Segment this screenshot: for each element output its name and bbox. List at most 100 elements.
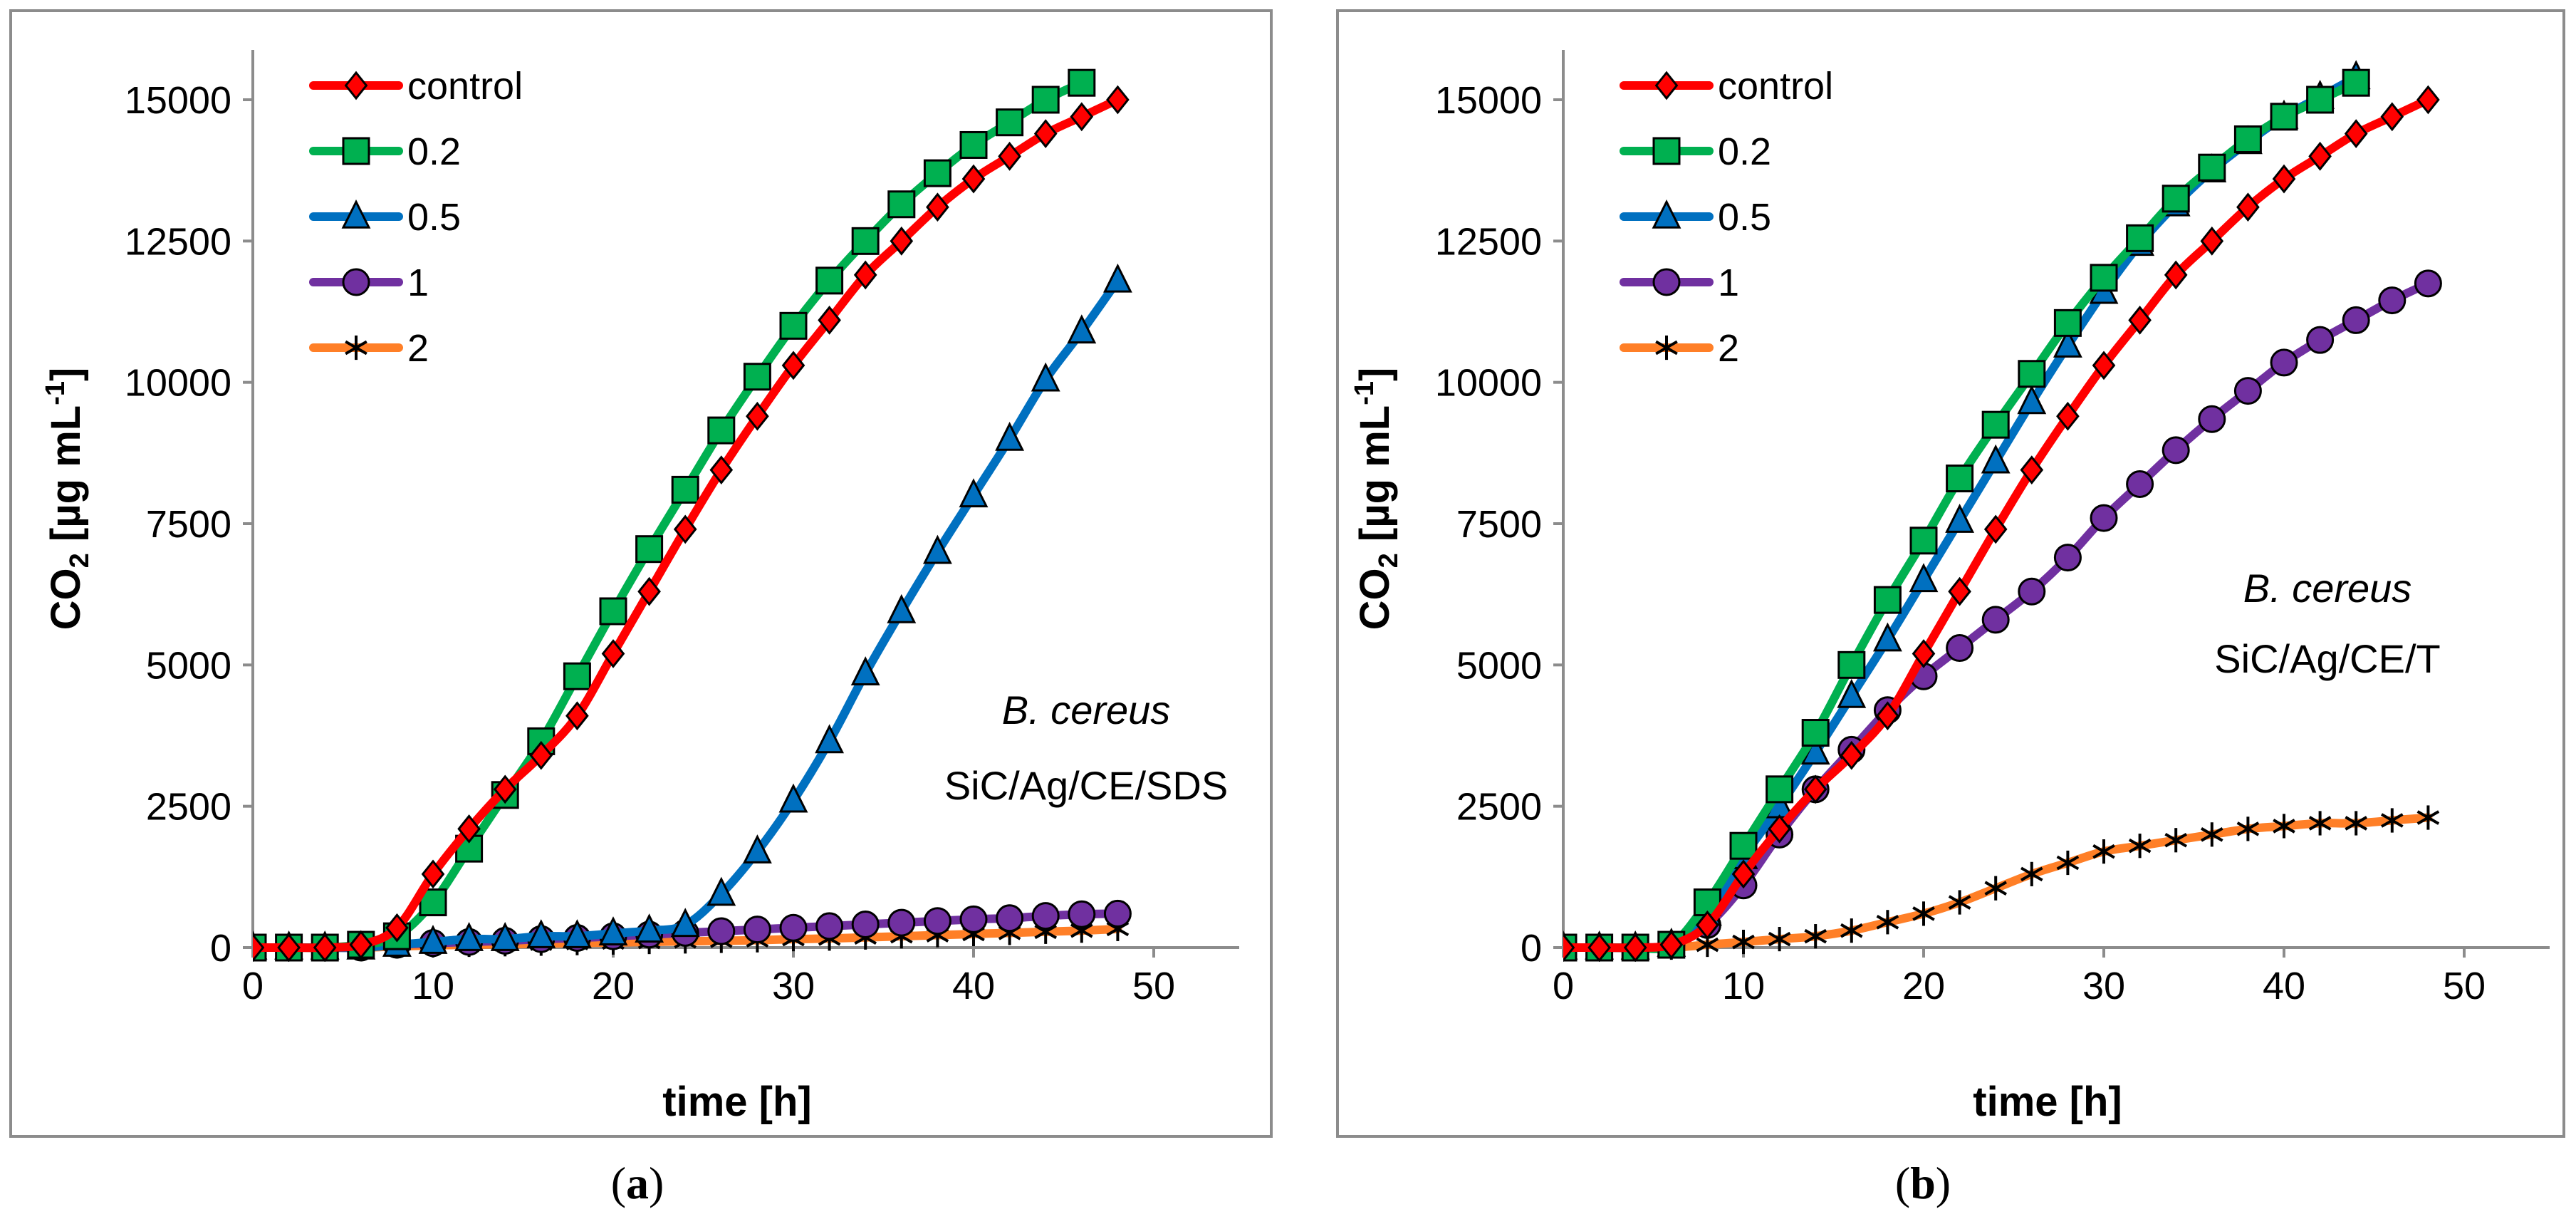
panel-a-plot: 0 2500 5000 7500 10000 12500 15000 0 10 20 30 40 50… [41, 50, 1239, 1125]
data-point [815, 724, 845, 754]
data-point [2128, 305, 2152, 335]
data-point [2306, 326, 2335, 354]
data-point [637, 576, 661, 606]
y-tick-label: 10000 [1435, 362, 1542, 405]
legend-label: 2 [1718, 327, 1739, 370]
series-0-5 [253, 263, 1132, 960]
data-point [1948, 890, 1971, 915]
series-line [253, 276, 1122, 953]
data-point-stroke [2308, 816, 2332, 831]
data-point-stroke [1912, 906, 1935, 921]
data-point [563, 662, 591, 690]
y-tick-label: 7500 [1456, 503, 1542, 546]
legend-item: 1 [1620, 261, 1739, 304]
legend-marker [342, 137, 370, 165]
data-point [2270, 348, 2298, 377]
data-point [2342, 306, 2370, 334]
data-point [1768, 927, 1791, 952]
y-tick-label: 2500 [146, 786, 231, 829]
data-point [926, 192, 949, 222]
data-point [2126, 224, 2154, 252]
data-point [746, 401, 769, 431]
legend-item: 0.5 [309, 196, 461, 239]
data-point [2273, 814, 2295, 839]
data-point [2053, 308, 2082, 337]
x-tick-label: 10 [1722, 965, 1765, 1007]
data-point [2380, 102, 2404, 132]
data-point [2053, 544, 2082, 572]
data-point [959, 478, 989, 508]
data-point [1840, 740, 1864, 770]
x-tick-label: 40 [952, 965, 995, 1007]
data-point [2233, 125, 2262, 154]
x-tick-label: 50 [1132, 965, 1175, 1007]
data-point [1801, 719, 1830, 747]
data-point [922, 534, 952, 564]
series-control [253, 85, 1130, 962]
data-point [1103, 899, 1132, 928]
data-point [385, 913, 409, 943]
data-point [1031, 85, 1060, 114]
data-point [742, 834, 772, 864]
data-point [707, 416, 736, 445]
series-0-2 [253, 68, 1096, 962]
data-point [2018, 577, 2046, 606]
data-point [2308, 811, 2332, 836]
data-point [2236, 192, 2260, 222]
x-tick-label: 0 [242, 965, 264, 1007]
data-point [2272, 164, 2296, 194]
data-point-stroke [2236, 821, 2260, 836]
data-point [1766, 775, 1794, 804]
panel-b-y-label: CO2 [µg mL-1] [1350, 368, 1404, 631]
data-point [2164, 260, 2188, 290]
data-point [2090, 504, 2118, 532]
data-point [850, 656, 880, 686]
data-point [313, 933, 337, 962]
data-point [1876, 910, 1899, 935]
data-point [1068, 900, 1096, 928]
data-point [2308, 141, 2332, 171]
panel-b-y-ticks: 0 2500 5000 7500 10000 12500 15000 [1435, 79, 1563, 970]
data-point [529, 740, 553, 770]
data-point [1837, 650, 1866, 679]
data-point [1912, 639, 1936, 668]
data-point [1983, 514, 2008, 544]
data-point-stroke [1070, 923, 1093, 938]
data-point [1948, 576, 1971, 606]
legend-label: 1 [407, 261, 429, 304]
data-point [818, 305, 841, 335]
data-point [253, 933, 265, 962]
data-point [1981, 444, 2011, 474]
legend-item: control [1620, 65, 1833, 108]
legend-item: 1 [309, 261, 429, 304]
data-point [1731, 859, 1756, 889]
data-point [1803, 774, 1827, 804]
legend-item: 2 [1620, 327, 1739, 370]
data-point [706, 876, 736, 906]
series-control [1563, 85, 2440, 962]
data-point [562, 919, 592, 948]
data-point [671, 475, 699, 504]
data-point [781, 351, 805, 380]
data-point-stroke [2164, 832, 2188, 848]
data-point [2342, 68, 2370, 97]
y-tick-label: 5000 [146, 644, 231, 687]
data-point [887, 190, 916, 219]
data-point [1729, 831, 1758, 860]
legend-item: 0.2 [1620, 130, 1771, 173]
panel-b-series [1563, 60, 2442, 962]
panel-a-y-ticks: 0 2500 5000 7500 10000 12500 15000 [125, 79, 253, 970]
data-point [1659, 930, 1684, 960]
panel-a-x-label: time [h] [662, 1079, 811, 1125]
data-point [1912, 901, 1935, 926]
data-point [1033, 119, 1058, 149]
panel-a-legend: control 0.2 0.5 1 2 [309, 65, 523, 370]
panel-a-caption: (a) [611, 1158, 664, 1208]
data-point [421, 859, 445, 889]
data-point-stroke [1876, 915, 1899, 930]
data-point [457, 814, 481, 844]
data-point [996, 904, 1024, 933]
legend-marker [345, 335, 367, 361]
x-tick-label: 40 [2263, 965, 2305, 1007]
panel-a-annotation-organism: B. cereus [1002, 688, 1171, 732]
